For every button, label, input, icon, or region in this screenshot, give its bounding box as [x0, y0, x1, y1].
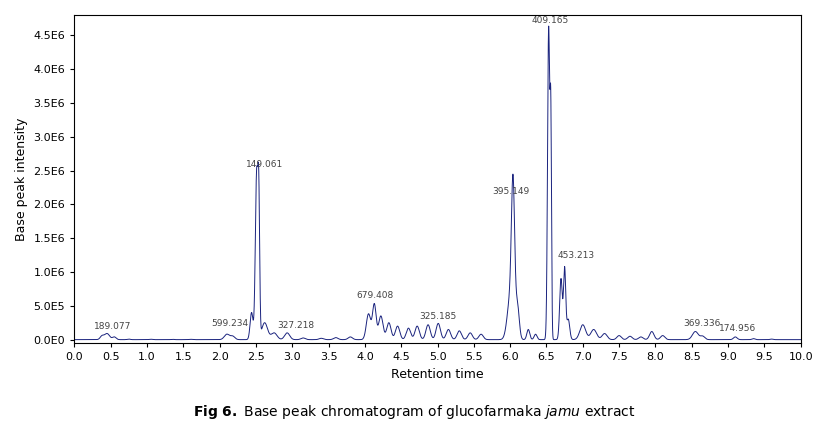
- Text: 409.165: 409.165: [531, 16, 568, 25]
- X-axis label: Retention time: Retention time: [390, 368, 483, 381]
- Text: 599.234: 599.234: [211, 319, 248, 329]
- Text: $\bf{Fig\ 6.}$ Base peak chromatogram of glucofarmaka $\it{jamu}$ extract: $\bf{Fig\ 6.}$ Base peak chromatogram of…: [193, 403, 634, 421]
- Text: 453.213: 453.213: [557, 251, 594, 260]
- Text: 327.218: 327.218: [277, 321, 313, 330]
- Text: 149.061: 149.061: [246, 160, 283, 169]
- Text: 325.185: 325.185: [418, 312, 456, 321]
- Text: 174.956: 174.956: [719, 324, 756, 333]
- Text: 679.408: 679.408: [356, 292, 393, 301]
- Text: 189.077: 189.077: [93, 322, 131, 331]
- Y-axis label: Base peak intensity: Base peak intensity: [15, 117, 28, 241]
- Text: 395.149: 395.149: [492, 187, 529, 196]
- Text: 369.336: 369.336: [682, 319, 719, 328]
